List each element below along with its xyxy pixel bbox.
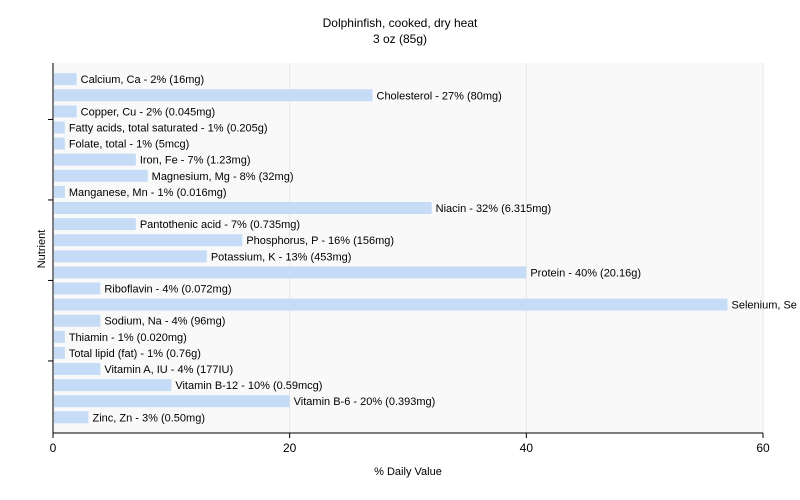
bar <box>54 250 207 263</box>
chart-subtitle: 3 oz (85g) <box>372 32 428 46</box>
bar-label: Copper, Cu - 2% (0.045mg) <box>81 106 216 118</box>
bar-label: Protein - 40% (20.16g) <box>530 267 641 279</box>
bar <box>54 314 101 327</box>
bar-label: Total lipid (fat) - 1% (0.76g) <box>69 348 201 360</box>
bar-label: Iron, Fe - 7% (1.23mg) <box>140 155 251 167</box>
bar <box>54 73 77 86</box>
x-tick-label: 40 <box>520 441 534 455</box>
bar <box>54 105 77 118</box>
bar <box>54 185 65 198</box>
x-tick-label: 20 <box>283 441 297 455</box>
bar <box>54 89 373 102</box>
plot-area <box>53 63 763 433</box>
bar-label: Niacin - 32% (6.315mg) <box>436 203 552 215</box>
bar <box>54 202 432 214</box>
bar-label: Potassium, K - 13% (453mg) <box>211 251 352 263</box>
bar <box>54 218 136 231</box>
bar-label: Zinc, Zn - 3% (0.50mg) <box>93 412 205 424</box>
bar-label: Manganese, Mn - 1% (0.016mg) <box>69 187 227 199</box>
y-axis-label: Nutrient <box>36 229 48 269</box>
bar-label: Pantothenic acid - 7% (0.735mg) <box>140 219 300 231</box>
bar-label: Phosphorus, P - 16% (156mg) <box>246 235 394 247</box>
bar <box>54 298 728 311</box>
bar <box>54 137 65 150</box>
bar <box>54 346 65 359</box>
bar <box>54 330 65 343</box>
bar-label: Selenium, Se - 57% (39.8mcg) <box>732 300 800 312</box>
bar-label: Riboflavin - 4% (0.072mg) <box>104 284 231 296</box>
bar-label: Vitamin A, IU - 4% (177IU) <box>104 364 233 376</box>
bar <box>54 395 290 408</box>
bar <box>54 153 136 166</box>
bar <box>54 282 101 295</box>
bar-label: Vitamin B-6 - 20% (0.393mg) <box>294 396 436 408</box>
bar <box>54 266 527 279</box>
bar-label: Vitamin B-12 - 10% (0.59mcg) <box>175 380 322 392</box>
bar-label: Sodium, Na - 4% (96mg) <box>104 316 225 328</box>
bar <box>54 234 243 247</box>
x-tick-label: 0 <box>50 441 57 455</box>
bar-label: Thiamin - 1% (0.020mg) <box>69 332 187 344</box>
bar-label: Magnesium, Mg - 8% (32mg) <box>152 171 294 183</box>
bar-label: Calcium, Ca - 2% (16mg) <box>81 74 204 86</box>
bar-label: Folate, total - 1% (5mcg) <box>69 139 189 151</box>
bar-label: Fatty acids, total saturated - 1% (0.205… <box>69 123 268 135</box>
x-tick-label: 60 <box>756 441 770 455</box>
bar <box>54 121 65 134</box>
bar <box>54 379 172 392</box>
bar <box>54 363 101 375</box>
x-axis-label: % Daily Value <box>374 466 442 478</box>
bar <box>54 411 89 424</box>
chart-title: Dolphinfish, cooked, dry heat <box>322 16 478 30</box>
bar <box>54 169 148 182</box>
bar-label: Cholesterol - 27% (80mg) <box>377 90 502 102</box>
